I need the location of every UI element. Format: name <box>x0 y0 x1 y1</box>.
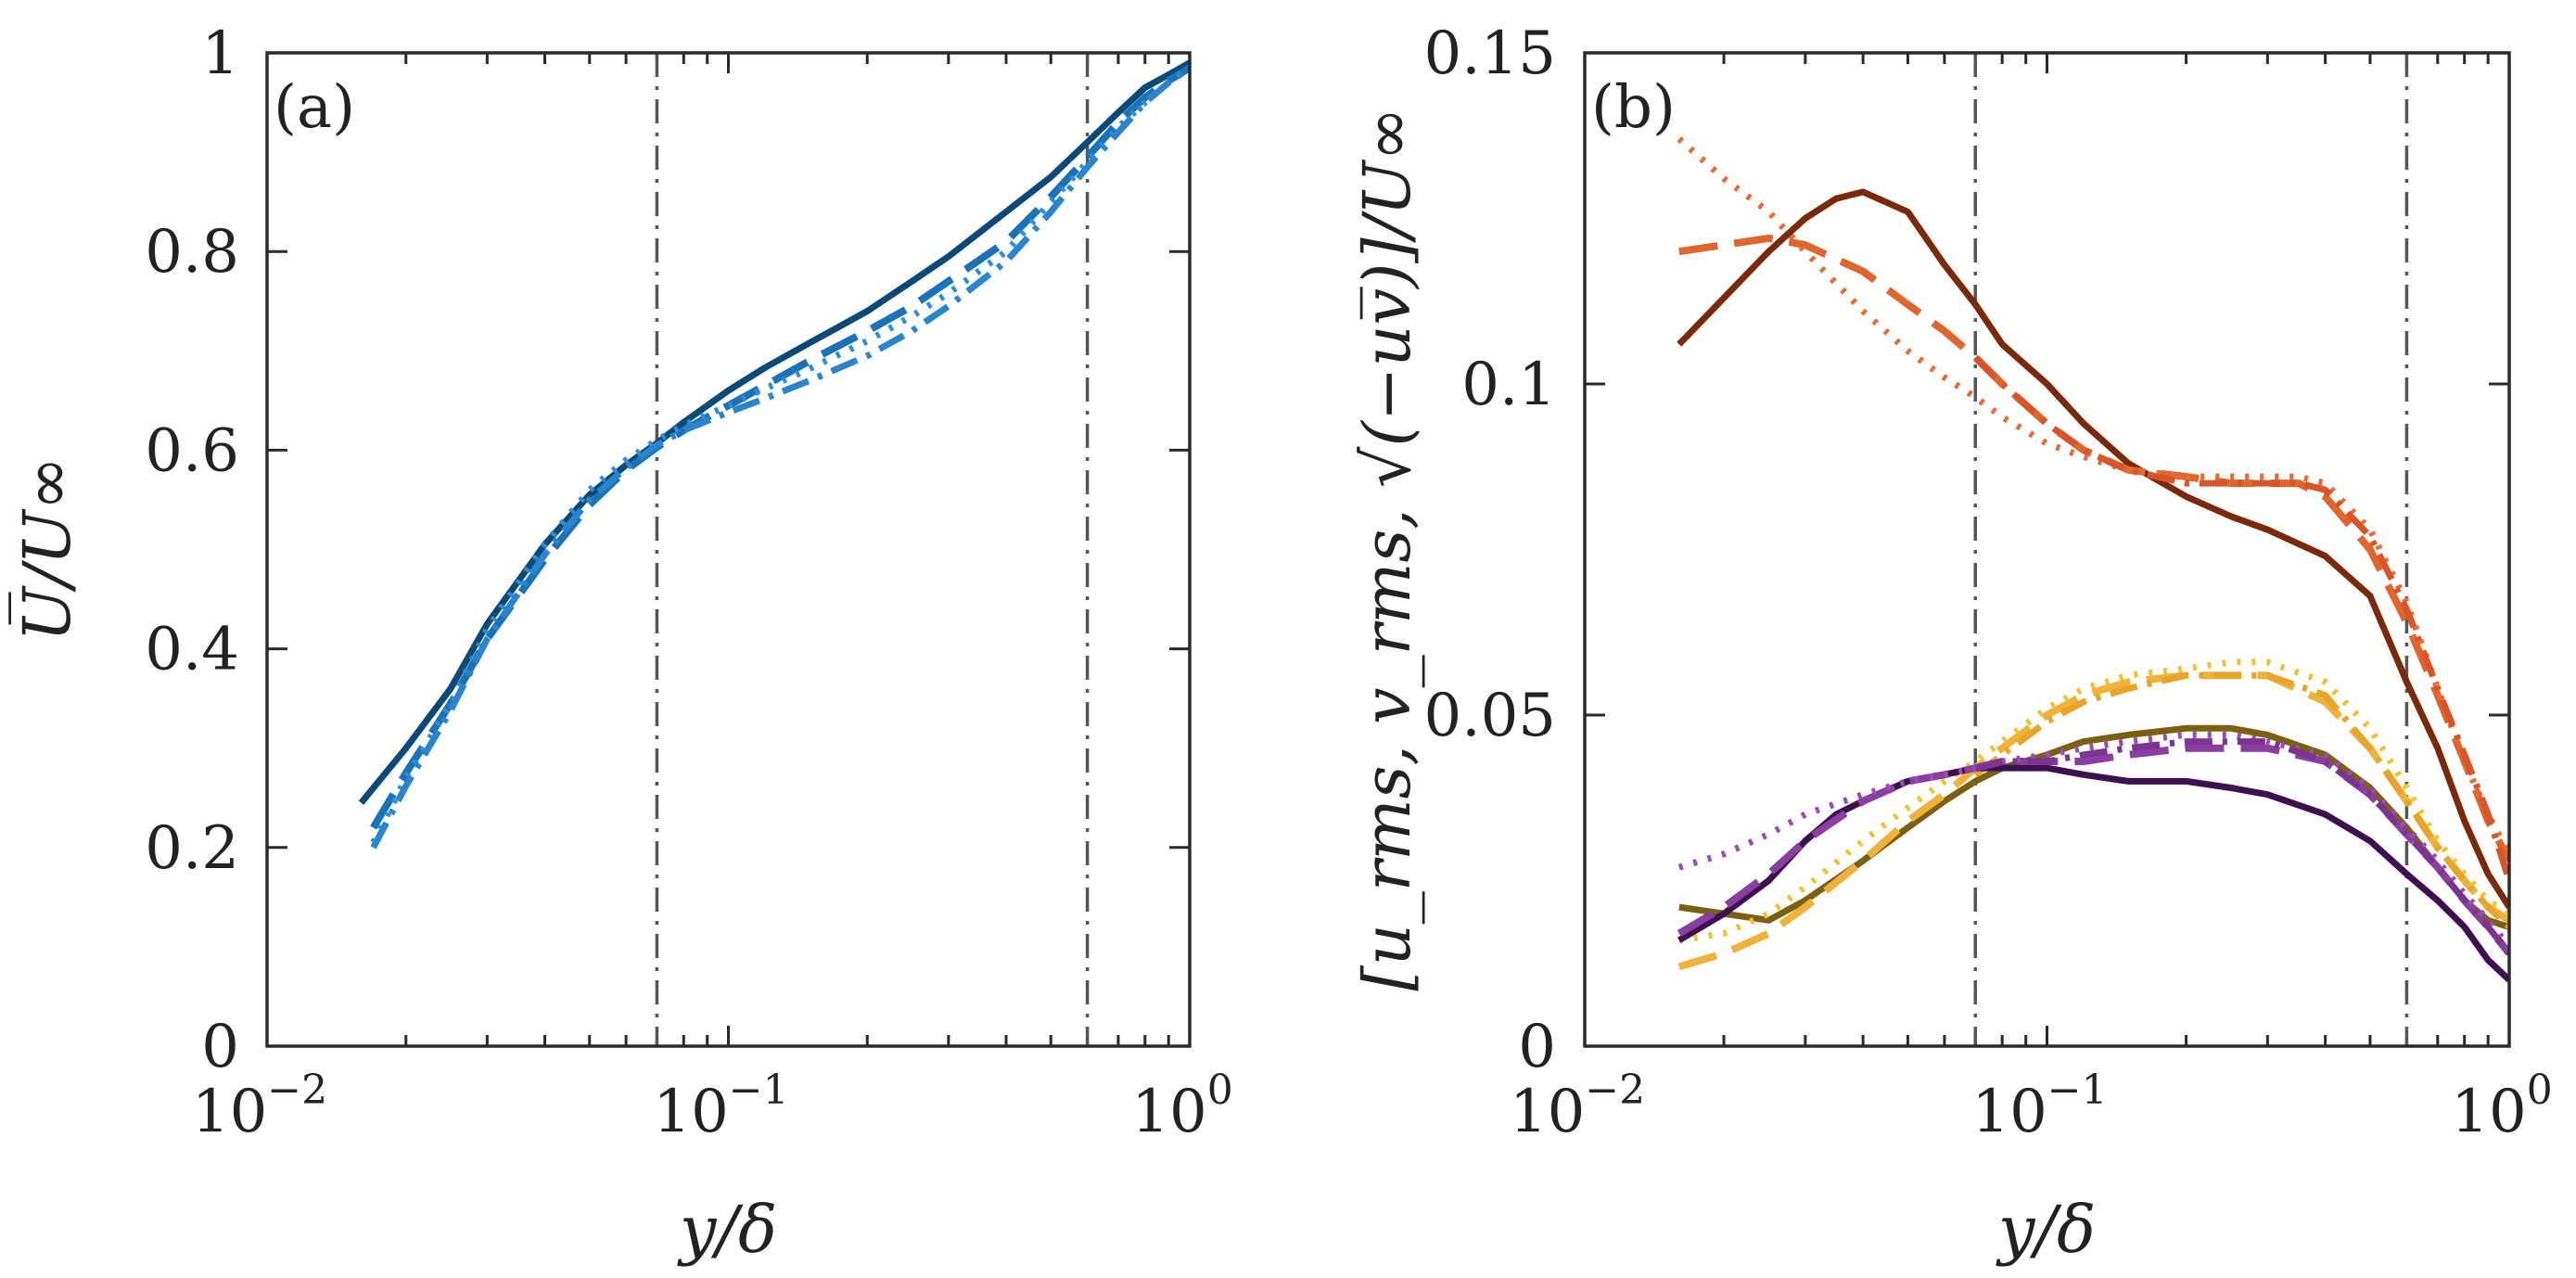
y-tick-label: 0.1 <box>1461 351 1556 419</box>
y-tick-label: 0.8 <box>145 218 239 287</box>
series-line-uv-dotted <box>1677 731 2509 950</box>
y-axis-label: [u_rms, v_rms, √(−uv̅)]/U∞ <box>1349 107 1425 990</box>
series-line-v-rms-dash-dot <box>1973 671 2509 930</box>
series-line-u-rms-dashed <box>1678 234 2509 863</box>
x-tick-label: 10−2 <box>192 1067 327 1146</box>
y-tick-label: 0.6 <box>145 416 239 485</box>
x-tick-label: 10−2 <box>1510 1067 1645 1146</box>
series-line-dash-dot <box>370 65 1190 850</box>
x-axis-label: y/δ <box>1996 1192 2096 1268</box>
x-tick-base: 10 <box>1510 1078 1585 1146</box>
y-tick-label: 0.05 <box>1424 682 1557 750</box>
x-tick-exponent: −2 <box>1585 1067 1645 1114</box>
series-group <box>1677 136 2509 983</box>
series-line-v-rms-dotted <box>1678 658 2509 944</box>
series-line-uv-dashed <box>1677 744 2509 956</box>
series-line-solid <box>358 59 1190 805</box>
panel-label: (a) <box>274 73 355 142</box>
y-axis-label: U̅/U∞ <box>8 456 85 642</box>
x-axis-label: y/δ <box>677 1192 777 1268</box>
x-tick-exponent: −1 <box>2047 1067 2108 1114</box>
x-tick-exponent: −2 <box>267 1067 327 1114</box>
plot-frame <box>265 51 1192 1048</box>
plot-frame <box>1583 51 2511 1048</box>
x-tick-exponent: −1 <box>729 1067 789 1114</box>
series-line-u-rms-dotted <box>1677 136 2509 856</box>
x-tick-label: 100 <box>2451 1067 2552 1146</box>
series-line-u-rms-solid <box>1677 188 2509 909</box>
x-tick-base: 10 <box>653 1078 728 1146</box>
series-line-dotted <box>370 65 1190 844</box>
x-tick-label: 10−1 <box>1971 1067 2107 1146</box>
x-tick-exponent: 0 <box>1207 1067 1233 1114</box>
series-line-dashed <box>370 64 1190 830</box>
series-group <box>358 59 1190 850</box>
x-tick-base: 10 <box>2451 1078 2526 1146</box>
series-line-uv-dash-dot <box>1974 738 2509 956</box>
x-tick-label: 10−1 <box>653 1067 788 1146</box>
y-tick-label: 0.4 <box>145 616 239 684</box>
x-tick-base: 10 <box>192 1078 267 1146</box>
x-tick-exponent: 0 <box>2527 1067 2553 1114</box>
x-tick-base: 10 <box>1131 1078 1206 1146</box>
series-line-u-rms-dash-dot <box>1972 354 2509 882</box>
x-tick-base: 10 <box>1971 1078 2047 1146</box>
panel-label: (b) <box>1591 73 1676 142</box>
y-tick-label: 0 <box>201 1013 239 1081</box>
y-tick-label: 0 <box>1518 1013 1556 1081</box>
y-tick-label: 1 <box>201 19 239 88</box>
series-line-v-rms-dashed <box>1677 671 2509 971</box>
x-tick-label: 100 <box>1131 1067 1232 1146</box>
y-tick-label: 0.2 <box>145 814 239 883</box>
y-tick-label: 0.15 <box>1424 19 1557 88</box>
